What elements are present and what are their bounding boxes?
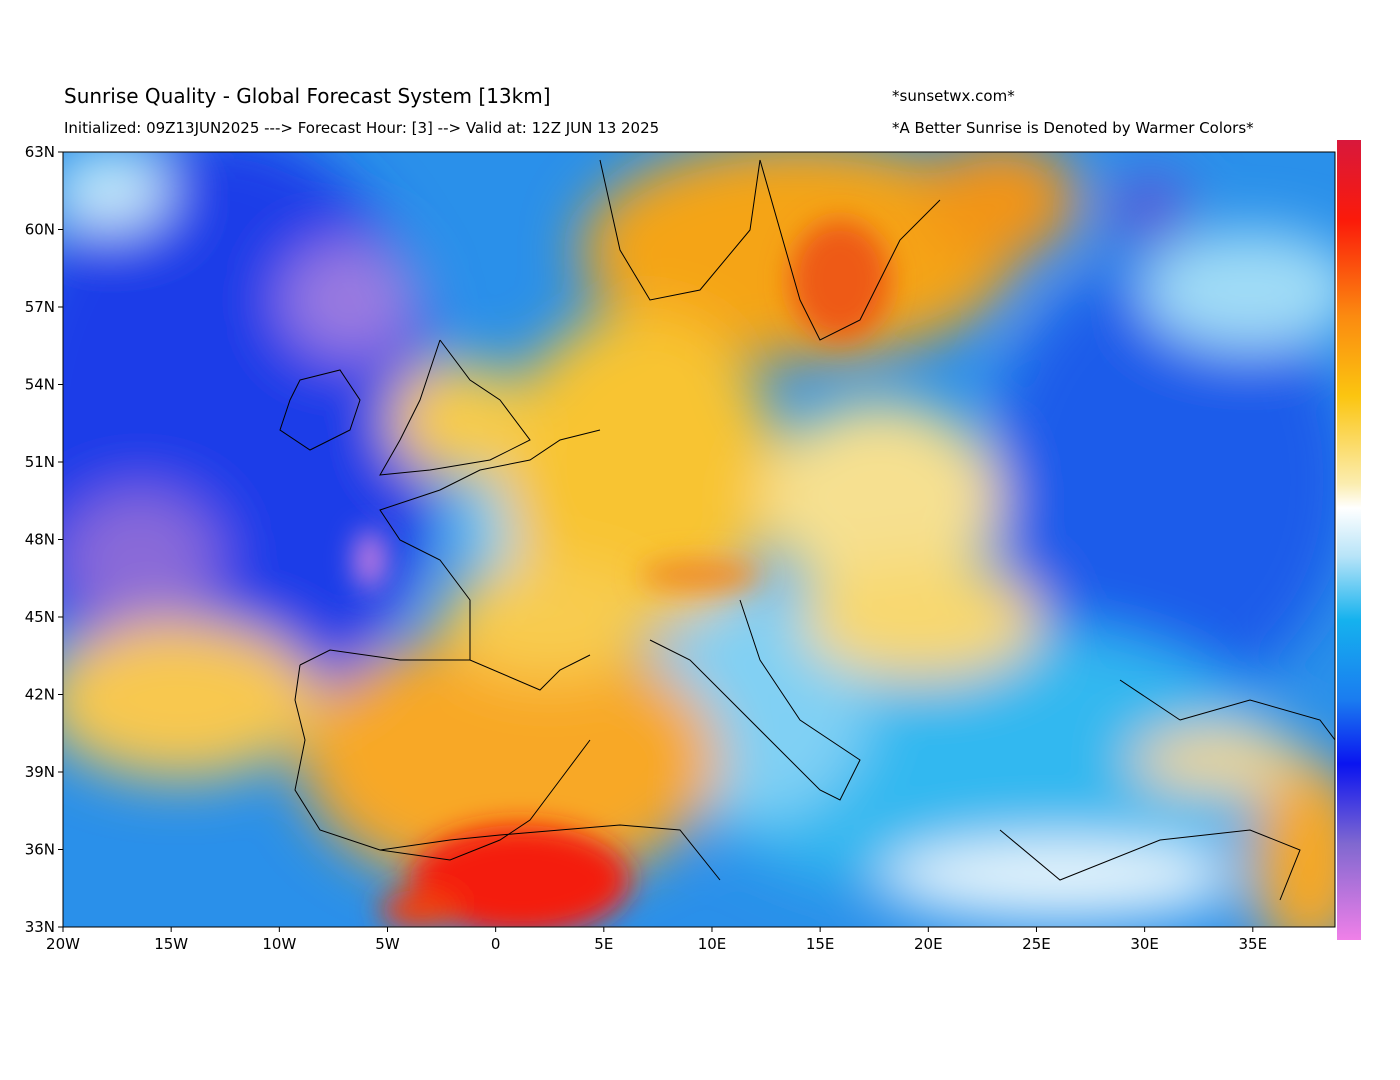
x-tick-label: 30E (1130, 935, 1159, 953)
y-tick-label: 33N (25, 918, 55, 936)
note: *A Better Sunrise is Denoted by Warmer C… (892, 119, 1254, 137)
site: *sunsetwx.com* (892, 87, 1015, 105)
x-tick-label: 0 (491, 935, 501, 953)
y-tick-label: 54N (25, 376, 55, 394)
forecast-field (63, 152, 1335, 927)
x-tick-label: 5E (594, 935, 613, 953)
y-tick-label: 48N (25, 531, 55, 549)
y-tick-label: 57N (25, 298, 55, 316)
y-tick-label: 42N (25, 686, 55, 704)
title: Sunrise Quality - Global Forecast System… (64, 84, 551, 108)
x-tick-label: 20E (914, 935, 943, 953)
y-tick-label: 51N (25, 453, 55, 471)
coastlines (279, 159, 1335, 901)
y-tick-label: 36N (25, 841, 55, 859)
x-tick-label: 15E (806, 935, 835, 953)
colorbar (1337, 140, 1361, 940)
y-tick-label: 60N (25, 221, 55, 239)
y-tick-label: 39N (25, 763, 55, 781)
x-tick-label: 20W (46, 935, 80, 953)
x-tick-label: 10E (698, 935, 727, 953)
x-tick-label: 25E (1022, 935, 1051, 953)
x-tick-label: 10W (262, 935, 296, 953)
y-tick-label: 63N (25, 143, 55, 161)
y-tick-label: 45N (25, 608, 55, 626)
x-tick-label: 5W (375, 935, 400, 953)
subtitle: Initialized: 09Z13JUN2025 ---> Forecast … (64, 119, 659, 137)
x-tick-label: 15W (154, 935, 188, 953)
x-tick-label: 35E (1239, 935, 1268, 953)
